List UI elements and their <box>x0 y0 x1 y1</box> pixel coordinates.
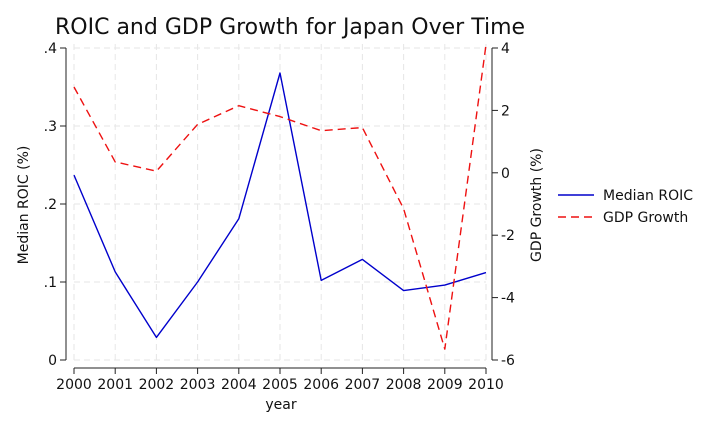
y-right-tick-label-4: 2 <box>501 103 510 119</box>
y-right-tick-label-3: 0 <box>501 166 510 182</box>
y-axis-right-label: GDP Growth (%) <box>529 148 545 262</box>
y-right-tick-label-5: 4 <box>501 41 510 57</box>
x-tick-label-2001: 2001 <box>97 377 133 393</box>
grid <box>73 44 487 361</box>
legend: Median ROIC GDP Growth <box>558 188 693 226</box>
y-left-tick-label-1: .1 <box>44 275 57 291</box>
x-tick-label-2010: 2010 <box>468 377 504 393</box>
axes: 2000 2001 2002 2003 2004 2005 2006 2007 2008 2009… <box>44 41 515 393</box>
y-axis-left-label: Median ROIC (%) <box>16 146 32 265</box>
y-right-tick-label-0: -6 <box>501 353 515 369</box>
y-left-tick-label-0: 0 <box>48 353 57 369</box>
x-tick-label-2007: 2007 <box>345 377 381 393</box>
x-tick-label-2000: 2000 <box>56 377 92 393</box>
y-left-tick-label-2: .2 <box>44 197 57 213</box>
chart-title: ROIC and GDP Growth for Japan Over Time <box>55 15 525 40</box>
legend-label-1: GDP Growth <box>603 210 688 226</box>
y-left-tick-label-4: .4 <box>44 41 57 57</box>
x-tick-label-2004: 2004 <box>221 377 257 393</box>
series-group <box>73 44 487 350</box>
x-tick-label-2002: 2002 <box>139 377 175 393</box>
legend-label-0: Median ROIC <box>603 188 693 204</box>
series-line-1 <box>73 44 487 350</box>
series-line-0 <box>73 72 487 339</box>
x-tick-label-2003: 2003 <box>180 377 216 393</box>
y-right-tick-label-1: -4 <box>501 291 515 307</box>
x-tick-label-2006: 2006 <box>303 377 339 393</box>
x-tick-label-2008: 2008 <box>386 377 422 393</box>
y-right-tick-label-2: -2 <box>501 228 515 244</box>
x-axis-label: year <box>265 397 296 413</box>
x-tick-label-2009: 2009 <box>427 377 463 393</box>
y-left-tick-label-3: .3 <box>44 119 57 135</box>
x-tick-label-2005: 2005 <box>262 377 298 393</box>
